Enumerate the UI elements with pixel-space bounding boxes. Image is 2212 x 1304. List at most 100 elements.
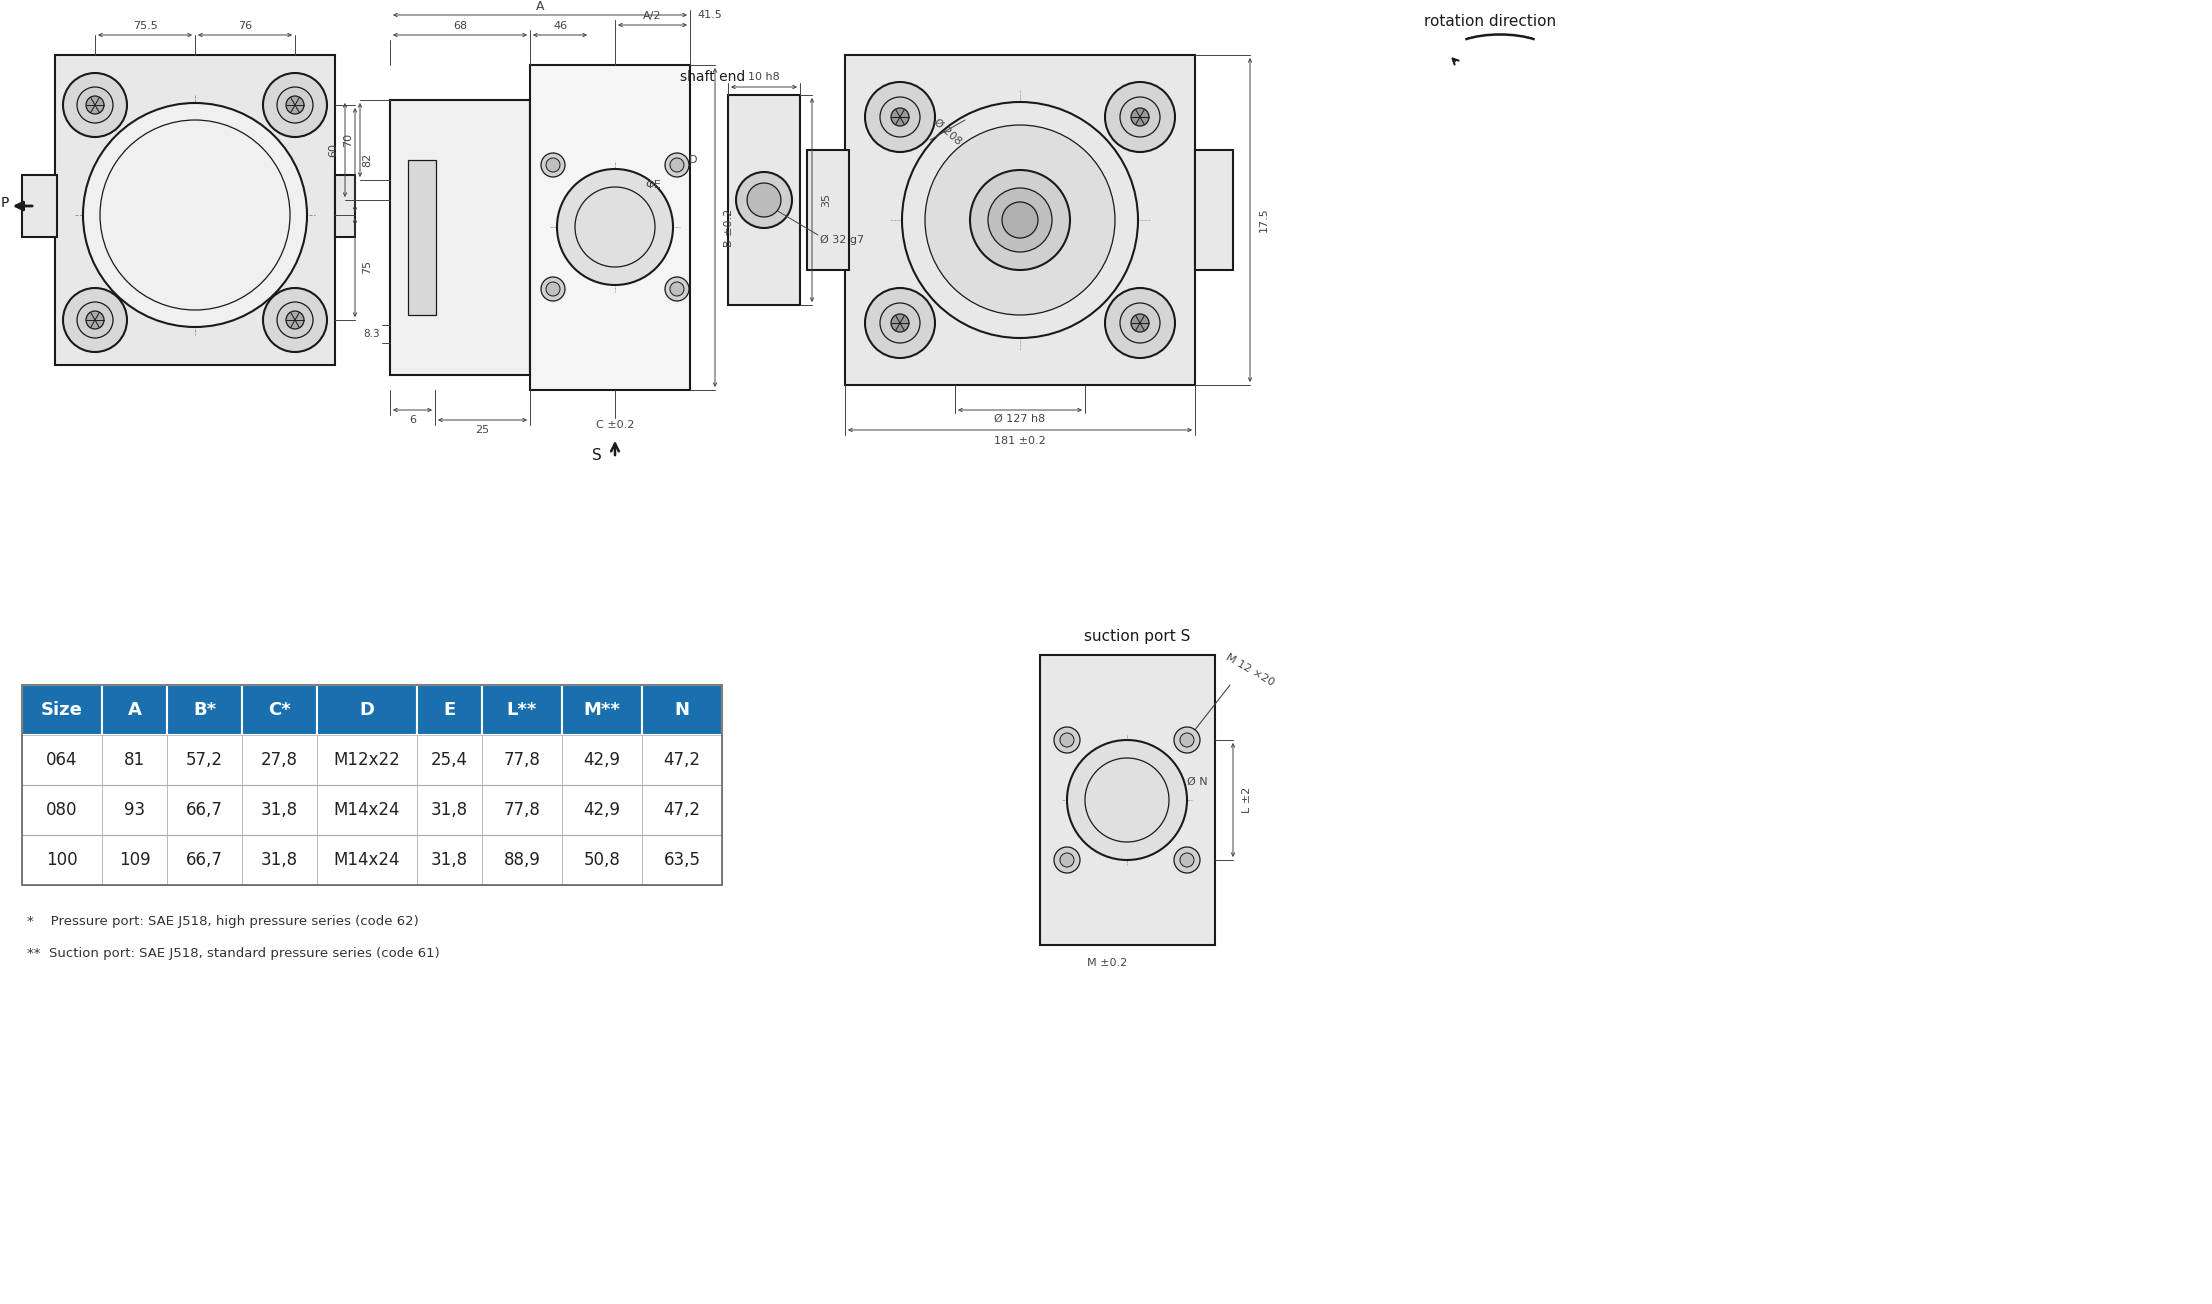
Text: ΦE: ΦE (646, 180, 661, 190)
Bar (316, 785, 418, 835)
Bar (22, 685, 102, 735)
Circle shape (86, 96, 104, 113)
Bar (482, 835, 562, 885)
Text: 6: 6 (409, 415, 416, 425)
Text: suction port S: suction port S (1084, 630, 1190, 644)
Text: 10 h8: 10 h8 (748, 72, 781, 82)
Circle shape (1106, 82, 1175, 153)
Circle shape (1130, 108, 1148, 126)
Circle shape (1106, 288, 1175, 359)
Bar (482, 785, 562, 835)
Bar (22, 785, 102, 835)
Bar (845, 55, 1194, 385)
Circle shape (880, 303, 920, 343)
Bar (22, 685, 721, 885)
Bar (1040, 655, 1214, 945)
Text: D: D (688, 155, 697, 166)
Circle shape (670, 158, 684, 172)
Circle shape (285, 96, 303, 113)
Text: 68: 68 (453, 21, 467, 31)
Circle shape (666, 276, 688, 301)
Bar (166, 685, 241, 735)
Bar (22, 175, 58, 237)
Text: L ±2: L ±2 (1241, 786, 1252, 814)
Bar (334, 175, 354, 237)
Text: E: E (442, 702, 456, 719)
Text: 31,8: 31,8 (261, 801, 299, 819)
Text: M14x24: M14x24 (334, 852, 400, 868)
Bar (102, 685, 166, 735)
Text: 82: 82 (363, 153, 372, 167)
Text: 57,2: 57,2 (186, 751, 223, 769)
Bar (418, 785, 482, 835)
Circle shape (1053, 728, 1079, 752)
Text: M**: M** (584, 702, 619, 719)
Bar (418, 685, 482, 735)
Circle shape (1175, 848, 1199, 872)
Text: 93: 93 (124, 801, 146, 819)
Text: 31,8: 31,8 (431, 852, 469, 868)
Text: Ø 208: Ø 208 (931, 117, 964, 147)
Circle shape (86, 310, 104, 329)
Text: 41.5: 41.5 (697, 10, 723, 20)
Bar (562, 735, 641, 785)
Text: **  Suction port: SAE J518, standard pressure series (code 61): ** Suction port: SAE J518, standard pres… (27, 947, 440, 960)
Bar (418, 735, 482, 785)
Circle shape (925, 125, 1115, 316)
Bar (407, 160, 436, 316)
Circle shape (971, 170, 1071, 270)
Text: rotation direction: rotation direction (1425, 14, 1555, 30)
Circle shape (546, 158, 560, 172)
Bar (641, 835, 721, 885)
Circle shape (1119, 96, 1159, 137)
Text: A: A (128, 702, 142, 719)
Bar (389, 100, 531, 376)
Circle shape (542, 153, 564, 177)
Circle shape (546, 282, 560, 296)
Circle shape (865, 82, 936, 153)
Bar (241, 835, 316, 885)
Text: 76: 76 (239, 21, 252, 31)
Circle shape (891, 108, 909, 126)
Text: 66,7: 66,7 (186, 852, 223, 868)
Text: 080: 080 (46, 801, 77, 819)
Bar (166, 735, 241, 785)
Text: 8.3: 8.3 (363, 329, 380, 339)
Text: B ±0.2: B ±0.2 (723, 209, 734, 246)
Circle shape (880, 96, 920, 137)
Text: 77,8: 77,8 (504, 751, 540, 769)
Bar (641, 735, 721, 785)
Text: 27,8: 27,8 (261, 751, 299, 769)
Bar (531, 65, 690, 390)
Text: Size: Size (42, 702, 82, 719)
Circle shape (670, 282, 684, 296)
Text: 181 ±0.2: 181 ±0.2 (993, 436, 1046, 446)
Circle shape (1119, 303, 1159, 343)
Bar (562, 785, 641, 835)
Bar (1194, 150, 1232, 270)
Bar (316, 835, 418, 885)
Text: 100: 100 (46, 852, 77, 868)
Text: 25: 25 (476, 425, 489, 436)
Text: Ø 32 g7: Ø 32 g7 (821, 235, 865, 245)
Circle shape (62, 288, 126, 352)
Text: Ø 127 h8: Ø 127 h8 (995, 413, 1046, 424)
Circle shape (263, 73, 327, 137)
Bar (728, 95, 801, 305)
Text: 63,5: 63,5 (664, 852, 701, 868)
Circle shape (865, 288, 936, 359)
Circle shape (77, 87, 113, 123)
Text: 50,8: 50,8 (584, 852, 619, 868)
Bar (166, 785, 241, 835)
Text: 70: 70 (343, 133, 354, 147)
Bar (418, 835, 482, 885)
Circle shape (62, 73, 126, 137)
Text: N: N (675, 702, 690, 719)
Text: C ±0.2: C ±0.2 (595, 420, 635, 430)
Circle shape (1130, 314, 1148, 333)
Circle shape (1060, 853, 1075, 867)
Circle shape (557, 170, 672, 286)
Circle shape (1060, 733, 1075, 747)
Bar (22, 735, 102, 785)
Text: 42,9: 42,9 (584, 801, 622, 819)
